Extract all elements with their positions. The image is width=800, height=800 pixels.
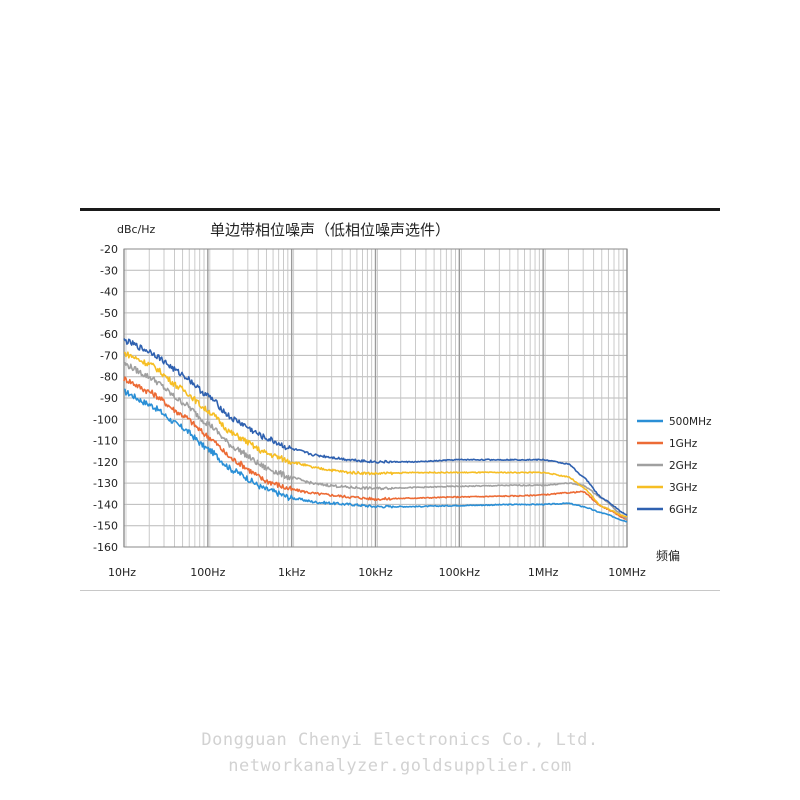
legend: 500MHz 1GHz 2GHz 3GHz 6GHz bbox=[637, 416, 712, 516]
y-axis-label: dBc/Hz bbox=[117, 223, 156, 236]
series-lines bbox=[123, 338, 628, 523]
chart-title: 单边带相位噪声（低相位噪声选件） bbox=[210, 221, 450, 239]
y-tick-label: -130 bbox=[93, 477, 118, 490]
y-tick-label: -150 bbox=[93, 520, 118, 533]
x-tick-label: 10Hz bbox=[108, 566, 136, 579]
x-tick-label: 100Hz bbox=[190, 566, 225, 579]
y-tick-label: -20 bbox=[100, 243, 118, 256]
y-tick-label: -60 bbox=[100, 328, 118, 341]
legend-label-2GHz: 2GHz bbox=[669, 460, 698, 472]
x-tick-label: 1MHz bbox=[528, 566, 559, 579]
x-axis-label: 频偏 bbox=[656, 548, 680, 563]
legend-label-1GHz: 1GHz bbox=[669, 438, 698, 450]
x-tick-label: 10MHz bbox=[608, 566, 646, 579]
y-tick-label: -70 bbox=[100, 349, 118, 362]
y-tick-label: -90 bbox=[100, 392, 118, 405]
y-tick-label: -50 bbox=[100, 307, 118, 320]
x-tick-label: 1kHz bbox=[278, 566, 306, 579]
series-line-6GHz bbox=[123, 338, 628, 516]
watermark-url: networkanalyzer.goldsupplier.com bbox=[228, 756, 572, 776]
top-rule bbox=[80, 208, 720, 211]
y-tick-labels: -20 -30 -40 -50 -60 -70 -80 -90 -100 -110 -120 -130… bbox=[93, 243, 118, 554]
y-tick-label: -120 bbox=[93, 456, 118, 469]
series-line-2GHz bbox=[123, 361, 628, 521]
y-tick-label: -100 bbox=[93, 413, 118, 426]
series-line-1GHz bbox=[123, 376, 628, 521]
x-tick-label: 10kHz bbox=[358, 566, 393, 579]
plot-frame bbox=[123, 248, 628, 548]
y-tick-label: -140 bbox=[93, 498, 118, 511]
series-line-3GHz bbox=[123, 351, 628, 518]
x-tick-label: 100kHz bbox=[439, 566, 481, 579]
series-line-500MHz bbox=[123, 388, 628, 523]
y-tick-label: -80 bbox=[100, 371, 118, 384]
bottom-rule bbox=[80, 590, 720, 591]
legend-label-3GHz: 3GHz bbox=[669, 482, 698, 494]
legend-label-500MHz: 500MHz bbox=[669, 416, 712, 428]
y-tick-label: -110 bbox=[93, 435, 118, 448]
grid bbox=[123, 248, 628, 548]
x-tick-labels: 10Hz 100Hz 1kHz 10kHz 100kHz 1MHz 10MHz bbox=[108, 566, 646, 579]
y-tick-label: -160 bbox=[93, 541, 118, 554]
y-tick-label: -40 bbox=[100, 286, 118, 299]
y-tick-label: -30 bbox=[100, 264, 118, 277]
watermark-company: Dongguan Chenyi Electronics Co., Ltd. bbox=[201, 730, 599, 750]
legend-label-6GHz: 6GHz bbox=[669, 504, 698, 516]
